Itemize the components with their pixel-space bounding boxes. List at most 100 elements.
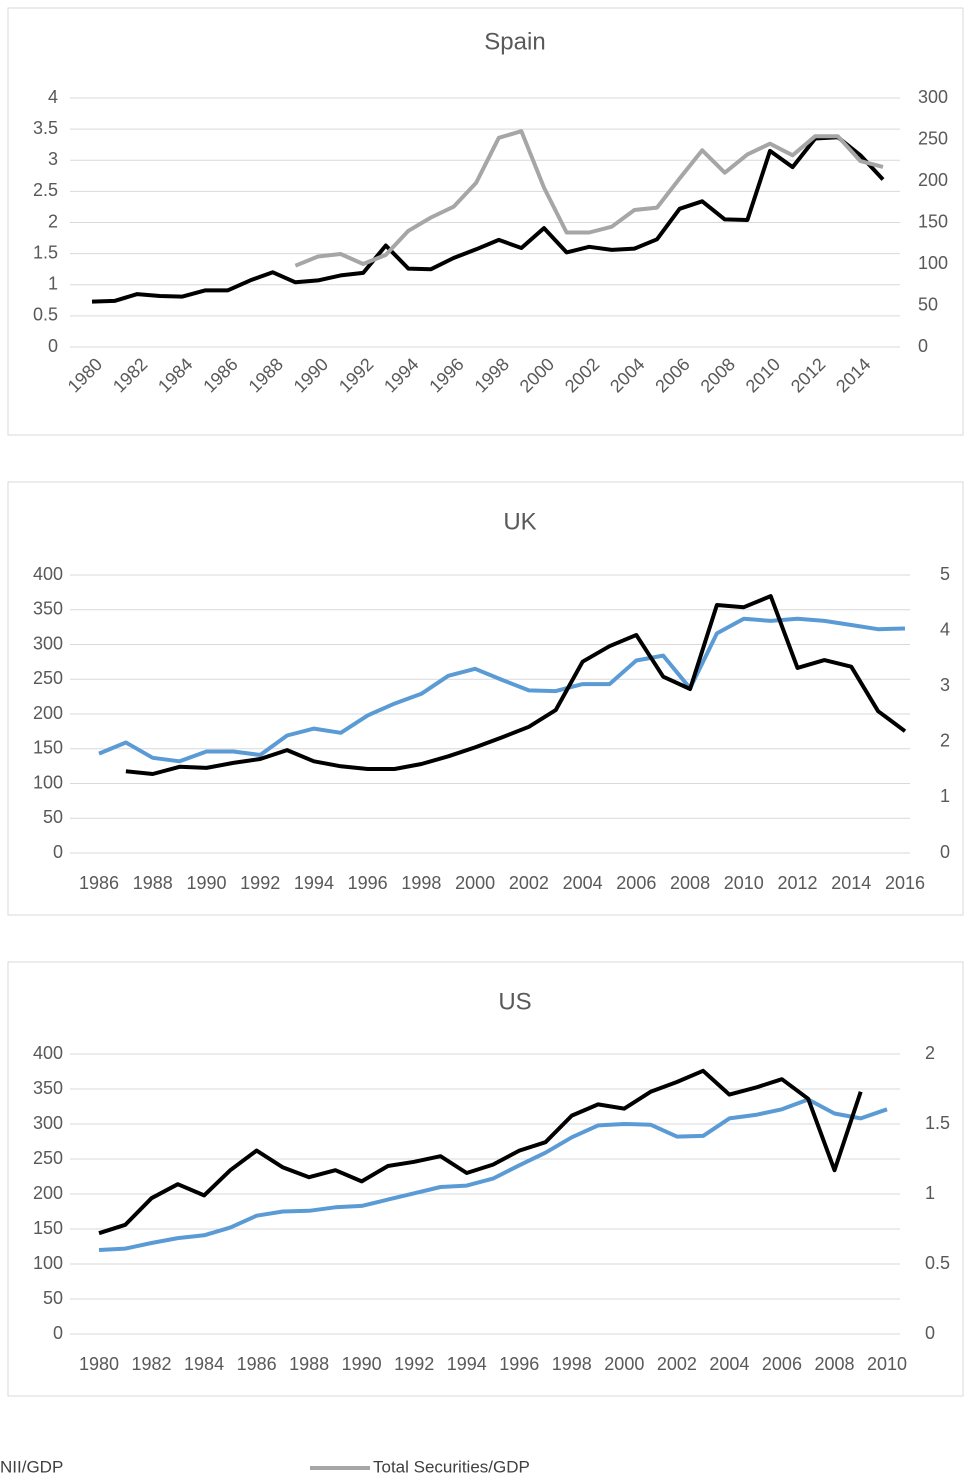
x-tick-label: 1988 [289, 1354, 329, 1374]
x-tick-label: 2006 [651, 354, 693, 396]
x-tick-label: 2010 [867, 1354, 907, 1374]
data-line [91, 135, 885, 304]
legend-label: NII/GDP [0, 1457, 63, 1476]
x-tick-label: 1988 [133, 873, 173, 893]
y2-tick-label: 2 [925, 1043, 935, 1063]
y-tick-label: 250 [33, 1148, 63, 1168]
x-tick-label: 1998 [401, 873, 441, 893]
y-tick-label: 100 [33, 772, 63, 792]
y-tick-label: 200 [33, 1183, 63, 1203]
data-line [125, 594, 907, 776]
y2-tick-label: 4 [940, 619, 950, 639]
x-tick-label: 2006 [616, 873, 656, 893]
y-tick-label: 400 [33, 1043, 63, 1063]
x-tick-label: 1988 [245, 354, 287, 396]
chart-frame [7, 7, 964, 436]
y-tick-label: 250 [33, 668, 63, 688]
chart-frame [7, 961, 964, 1397]
x-tick-label: 2004 [563, 873, 603, 893]
y2-tick-label: 3 [940, 675, 950, 695]
x-tick-label: 1980 [64, 354, 106, 396]
y-tick-label: 350 [33, 599, 63, 619]
y2-tick-label: 150 [918, 211, 948, 231]
x-tick-label: 2010 [742, 354, 784, 396]
x-tick-label: 2002 [561, 354, 603, 396]
x-tick-label: 1984 [154, 354, 196, 396]
y-tick-label: 1.5 [33, 242, 58, 262]
x-tick-label: 1998 [552, 1354, 592, 1374]
y2-tick-label: 1 [925, 1183, 935, 1203]
data-line [98, 616, 906, 764]
y-tick-label: 50 [43, 1288, 63, 1308]
y2-tick-label: 300 [918, 87, 948, 107]
x-tick-label: 1992 [394, 1354, 434, 1374]
y-tick-label: 0.5 [33, 305, 58, 325]
x-tick-label: 1994 [447, 1354, 487, 1374]
x-tick-label: 2012 [787, 354, 829, 396]
x-tick-label: 2016 [885, 873, 925, 893]
x-tick-label: 1982 [109, 354, 151, 396]
y2-tick-label: 2 [940, 731, 950, 751]
y-tick-label: 350 [33, 1078, 63, 1098]
y-tick-label: 50 [43, 807, 63, 827]
x-tick-label: 2008 [814, 1354, 854, 1374]
x-tick-label: 2000 [455, 873, 495, 893]
y2-tick-label: 0 [918, 336, 928, 356]
x-tick-label: 1992 [335, 354, 377, 396]
x-tick-label: 1994 [380, 354, 422, 396]
x-tick-label: 2008 [670, 873, 710, 893]
y-tick-label: 2.5 [33, 180, 58, 200]
x-tick-label: 1990 [186, 873, 226, 893]
x-tick-label: 2002 [509, 873, 549, 893]
x-tick-label: 1990 [290, 354, 332, 396]
x-tick-label: 1998 [471, 354, 513, 396]
x-tick-label: 2002 [657, 1354, 697, 1374]
y-tick-label: 4 [48, 87, 58, 107]
y-tick-label: 100 [33, 1253, 63, 1273]
y-tick-label: 2 [48, 211, 58, 231]
y-tick-label: 300 [33, 1113, 63, 1133]
y-tick-label: 0 [53, 1323, 63, 1343]
x-tick-label: 1994 [294, 873, 334, 893]
y2-tick-label: 1.5 [925, 1113, 950, 1133]
chart-frame [7, 481, 964, 916]
x-tick-label: 1996 [425, 354, 467, 396]
chart-title: US [498, 988, 531, 1015]
y-tick-label: 0 [53, 842, 63, 862]
x-tick-label: 1986 [79, 873, 119, 893]
x-tick-label: 2000 [604, 1354, 644, 1374]
x-tick-label: 2012 [778, 873, 818, 893]
chart-title: Spain [484, 28, 545, 55]
y2-tick-label: 200 [918, 170, 948, 190]
x-tick-label: 1986 [199, 354, 241, 396]
y-tick-label: 400 [33, 564, 63, 584]
data-line [98, 1068, 863, 1236]
x-tick-label: 2000 [516, 354, 558, 396]
y2-tick-label: 0 [925, 1323, 935, 1343]
x-tick-label: 2004 [606, 354, 648, 396]
y-tick-label: 3.5 [33, 118, 58, 138]
x-tick-label: 1984 [184, 1354, 224, 1374]
x-tick-label: 2004 [709, 1354, 749, 1374]
x-tick-label: 2008 [697, 354, 739, 396]
x-tick-label: 1982 [132, 1354, 172, 1374]
x-tick-label: 2010 [724, 873, 764, 893]
legend-label: Total Securities/GDP [373, 1457, 530, 1476]
y2-tick-label: 1 [940, 786, 950, 806]
y-tick-label: 150 [33, 1218, 63, 1238]
y2-tick-label: 250 [918, 128, 948, 148]
y-tick-label: 200 [33, 703, 63, 723]
x-tick-label: 1990 [342, 1354, 382, 1374]
chart-title: UK [503, 508, 536, 535]
x-tick-label: 1986 [237, 1354, 277, 1374]
y-tick-label: 300 [33, 633, 63, 653]
x-tick-label: 1980 [79, 1354, 119, 1374]
x-tick-label: 2006 [762, 1354, 802, 1374]
x-tick-label: 1996 [348, 873, 388, 893]
y2-tick-label: 0 [940, 842, 950, 862]
y-tick-label: 1 [48, 274, 58, 294]
y2-tick-label: 100 [918, 253, 948, 273]
data-line [98, 1097, 888, 1252]
x-tick-label: 2014 [832, 354, 874, 396]
